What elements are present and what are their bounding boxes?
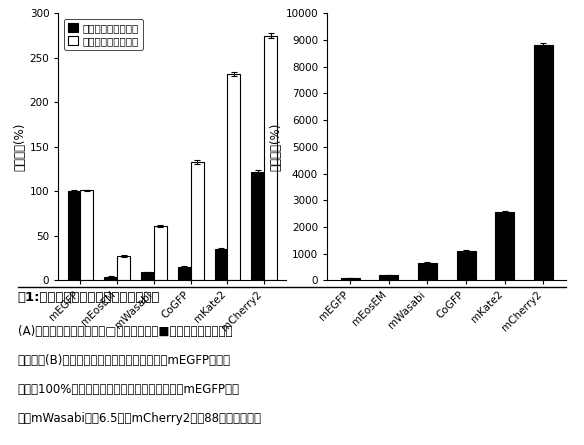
- Text: 少する。(B)オスミウム酸処理後に保持されるmEGFPの荱光: 少する。(B)オスミウム酸処理後に保持されるmEGFPの荱光: [18, 354, 231, 367]
- Bar: [141, 272, 154, 280]
- Bar: [154, 226, 167, 280]
- Bar: [178, 267, 190, 280]
- Bar: [457, 251, 475, 280]
- Bar: [68, 191, 81, 280]
- Bar: [340, 278, 360, 280]
- Bar: [251, 172, 264, 280]
- Bar: [495, 212, 514, 280]
- Bar: [105, 277, 117, 280]
- Bar: [227, 74, 240, 280]
- Text: (A)オスミウム酸処理前（□）と処理後（■）で荱光は大きく減: (A)オスミウム酸処理前（□）と処理後（■）で荱光は大きく減: [18, 325, 232, 338]
- Bar: [214, 249, 227, 280]
- Bar: [117, 256, 130, 280]
- Bar: [418, 263, 437, 280]
- Legend: オスミウム酸処理後, オスミウム酸処理前: オスミウム酸処理後, オスミウム酸処理前: [64, 19, 142, 50]
- Text: A: A: [13, 0, 28, 3]
- Bar: [190, 162, 203, 280]
- Text: B: B: [284, 0, 298, 3]
- Text: し、mWasabiで絅6.5倍、mCherry2で絅88倍を示した。: し、mWasabiで絅6.5倍、mCherry2で絅88倍を示した。: [18, 412, 262, 425]
- Y-axis label: 荱光強度(%): 荱光強度(%): [270, 123, 283, 171]
- Bar: [81, 190, 93, 280]
- Y-axis label: 荱光強度(%): 荱光強度(%): [14, 123, 27, 171]
- Bar: [380, 275, 398, 280]
- Text: 囱1:オスミウム酸処理後の荱光保持率: 囱1:オスミウム酸処理後の荱光保持率: [18, 291, 160, 304]
- Text: 強度を100%としたときの相対強度。荱光強度はmEGFPに対: 強度を100%としたときの相対強度。荱光強度はmEGFPに対: [18, 383, 239, 396]
- Bar: [534, 45, 553, 280]
- Bar: [264, 36, 277, 280]
